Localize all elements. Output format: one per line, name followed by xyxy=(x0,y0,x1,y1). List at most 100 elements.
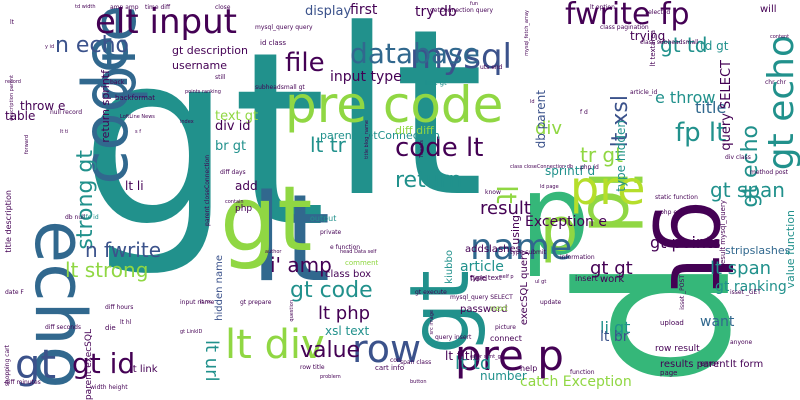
cloud-word-mysql-query-select: mysql_query SELECT xyxy=(450,294,513,301)
cloud-word-help: help xyxy=(520,364,538,373)
cloud-word-title-blog-name: title blog_name xyxy=(364,120,370,159)
cloud-word-file: file xyxy=(285,48,325,78)
cloud-word-mysql: mysql xyxy=(410,37,512,77)
cloud-word-gt: gt xyxy=(220,167,313,272)
cloud-word-null-record: null record xyxy=(50,109,83,116)
cloud-word-tr-gt: tr gt xyxy=(580,143,623,167)
cloud-word-lt: lt xyxy=(10,19,15,26)
cloud-word-self-p: self p xyxy=(500,274,514,280)
cloud-word-error: error xyxy=(700,359,720,368)
cloud-word-text-gt: text gt xyxy=(215,109,259,124)
cloud-word-lt-link: lt link xyxy=(130,364,158,375)
cloud-word-gt-prepare: gt prepare xyxy=(240,299,272,306)
cloud-word-isset-post: isset _POST xyxy=(679,275,686,310)
cloud-word-lt-hl: lt hl xyxy=(120,319,132,326)
cloud-word-lt-option: lt option xyxy=(590,4,615,11)
cloud-word-lt-form: lt form xyxy=(730,359,764,370)
cloud-word-trying: trying xyxy=(630,29,666,43)
cloud-word-amp-amp: amp amp xyxy=(110,4,139,11)
cloud-word-record: record xyxy=(5,79,21,85)
cloud-word-diff-days: diff days xyxy=(220,169,246,176)
cloud-word-gt: gt xyxy=(80,0,327,280)
cloud-word-subheadsmall-gt: subheadsmall gt xyxy=(255,84,305,91)
cloud-word-page: page xyxy=(660,369,678,377)
cloud-word-gt-span: gt span xyxy=(710,178,785,202)
cloud-word-gt-points: gt points xyxy=(650,233,721,252)
cloud-word-exception-e: Exception e xyxy=(525,214,607,230)
cloud-word-chr-chr: chr chr xyxy=(765,79,787,86)
cloud-word-ld-page: ld page xyxy=(540,184,559,190)
cloud-word-parent-getconnection: parent getConnection xyxy=(320,129,440,142)
cloud-word-width-height: width height xyxy=(90,384,128,391)
cloud-word-problem: problem xyxy=(320,374,341,380)
cloud-word-database: database xyxy=(350,37,480,70)
cloud-word-field: field xyxy=(470,274,488,283)
cloud-word-value: value xyxy=(300,338,361,363)
cloud-word-ld: ld xyxy=(530,99,535,105)
cloud-word-close: close xyxy=(215,4,231,11)
cloud-word-result-mysql-query: result mysql_query xyxy=(719,200,727,267)
cloud-word-number: number xyxy=(480,369,527,383)
cloud-word-e-throw: e throw xyxy=(655,88,716,107)
cloud-word-index: index xyxy=(180,119,194,125)
cloud-word-pre-p: pre p xyxy=(455,331,564,380)
cloud-word-query-insert: query insert xyxy=(435,334,472,341)
cloud-word-addslashes: addslashes xyxy=(465,244,521,255)
cloud-word-title: title xyxy=(695,98,727,117)
cloud-word-work: work xyxy=(600,274,625,285)
cloud-word-lt-span: lt span xyxy=(710,258,772,279)
cloud-word-lt-td: lt td xyxy=(455,353,492,374)
cloud-word-id-class: id class xyxy=(260,39,286,47)
cloud-word-getconnection-query: getConnection query xyxy=(430,7,494,14)
cloud-word-p: p xyxy=(540,195,579,265)
cloud-word-select-id: select id xyxy=(645,9,671,16)
cloud-word-row-result: row result xyxy=(655,344,700,354)
cloud-word-function: function xyxy=(570,369,595,376)
cloud-word-s-f: s f xyxy=(135,129,141,135)
cloud-word-button: button xyxy=(410,379,427,385)
cloud-word-diff-seconds: diff seconds xyxy=(45,324,82,331)
cloud-word-connect: connect xyxy=(490,334,522,343)
cloud-word-content: content xyxy=(770,34,790,40)
cloud-word-head-data-self: head Data self xyxy=(340,249,377,255)
cloud-word-div-class: div class xyxy=(725,154,751,161)
cloud-word-lt-title: lt title xyxy=(445,349,481,363)
cloud-word-throw-e: throw e xyxy=(20,99,66,113)
cloud-word-result: result xyxy=(480,198,531,219)
cloud-word-php-id: php id xyxy=(580,164,599,171)
cloud-word-insert: insert xyxy=(575,274,598,283)
cloud-word-contain: contain xyxy=(225,199,244,205)
cloud-word-back: back xyxy=(110,79,125,86)
cloud-word-lt: lt xyxy=(330,0,485,248)
cloud-word-add: add xyxy=(235,179,258,193)
cloud-word-n-fwrite: n fwrite xyxy=(85,238,162,262)
cloud-word-gt-ranking: gt ranking xyxy=(715,279,787,295)
cloud-word-lt-nx: lt nx xyxy=(200,299,212,305)
cloud-word-catch-exception: catch Exception xyxy=(520,374,632,390)
cloud-word-db-parent: db parent xyxy=(534,90,548,149)
cloud-word-lt-tr: lt tr xyxy=(310,133,346,157)
cloud-word-comment: comment xyxy=(345,259,379,267)
cloud-word-value-function: value function xyxy=(784,210,797,289)
cloud-word-try-db: try db xyxy=(415,4,457,20)
cloud-word-thanks: Thanks xyxy=(419,140,425,158)
cloud-word-parent-closeconnection: parent closeConnection xyxy=(204,155,211,226)
cloud-word-fwrite-fp: fwrite fp xyxy=(565,0,690,32)
cloud-word-will: will xyxy=(760,4,777,15)
cloud-word-f-d: f d xyxy=(580,109,588,116)
cloud-word-backformat: backformat xyxy=(115,94,155,102)
cloud-word-php: php xyxy=(235,204,253,214)
cloud-word-code-lt: code lt xyxy=(395,133,484,163)
cloud-word-output: output xyxy=(310,214,337,223)
cloud-word-li-gt: li gt xyxy=(600,318,631,337)
cloud-word-p: p xyxy=(520,151,590,279)
cloud-word-class-closeconnection-db: class closeConnection db xyxy=(510,164,574,170)
cloud-word-type-text: type text xyxy=(470,274,502,282)
cloud-word-class-subheadsmall: class subheadsmall xyxy=(640,39,699,46)
cloud-word-lt-li: lt li xyxy=(125,179,144,193)
cloud-word-gt-echo: gt echo xyxy=(761,35,800,171)
cloud-word-row-title: row title xyxy=(300,364,325,371)
cloud-word-still: still xyxy=(215,74,226,81)
cloud-word-want: want xyxy=(700,314,735,330)
cloud-word-n-echo: n echo xyxy=(55,33,129,58)
